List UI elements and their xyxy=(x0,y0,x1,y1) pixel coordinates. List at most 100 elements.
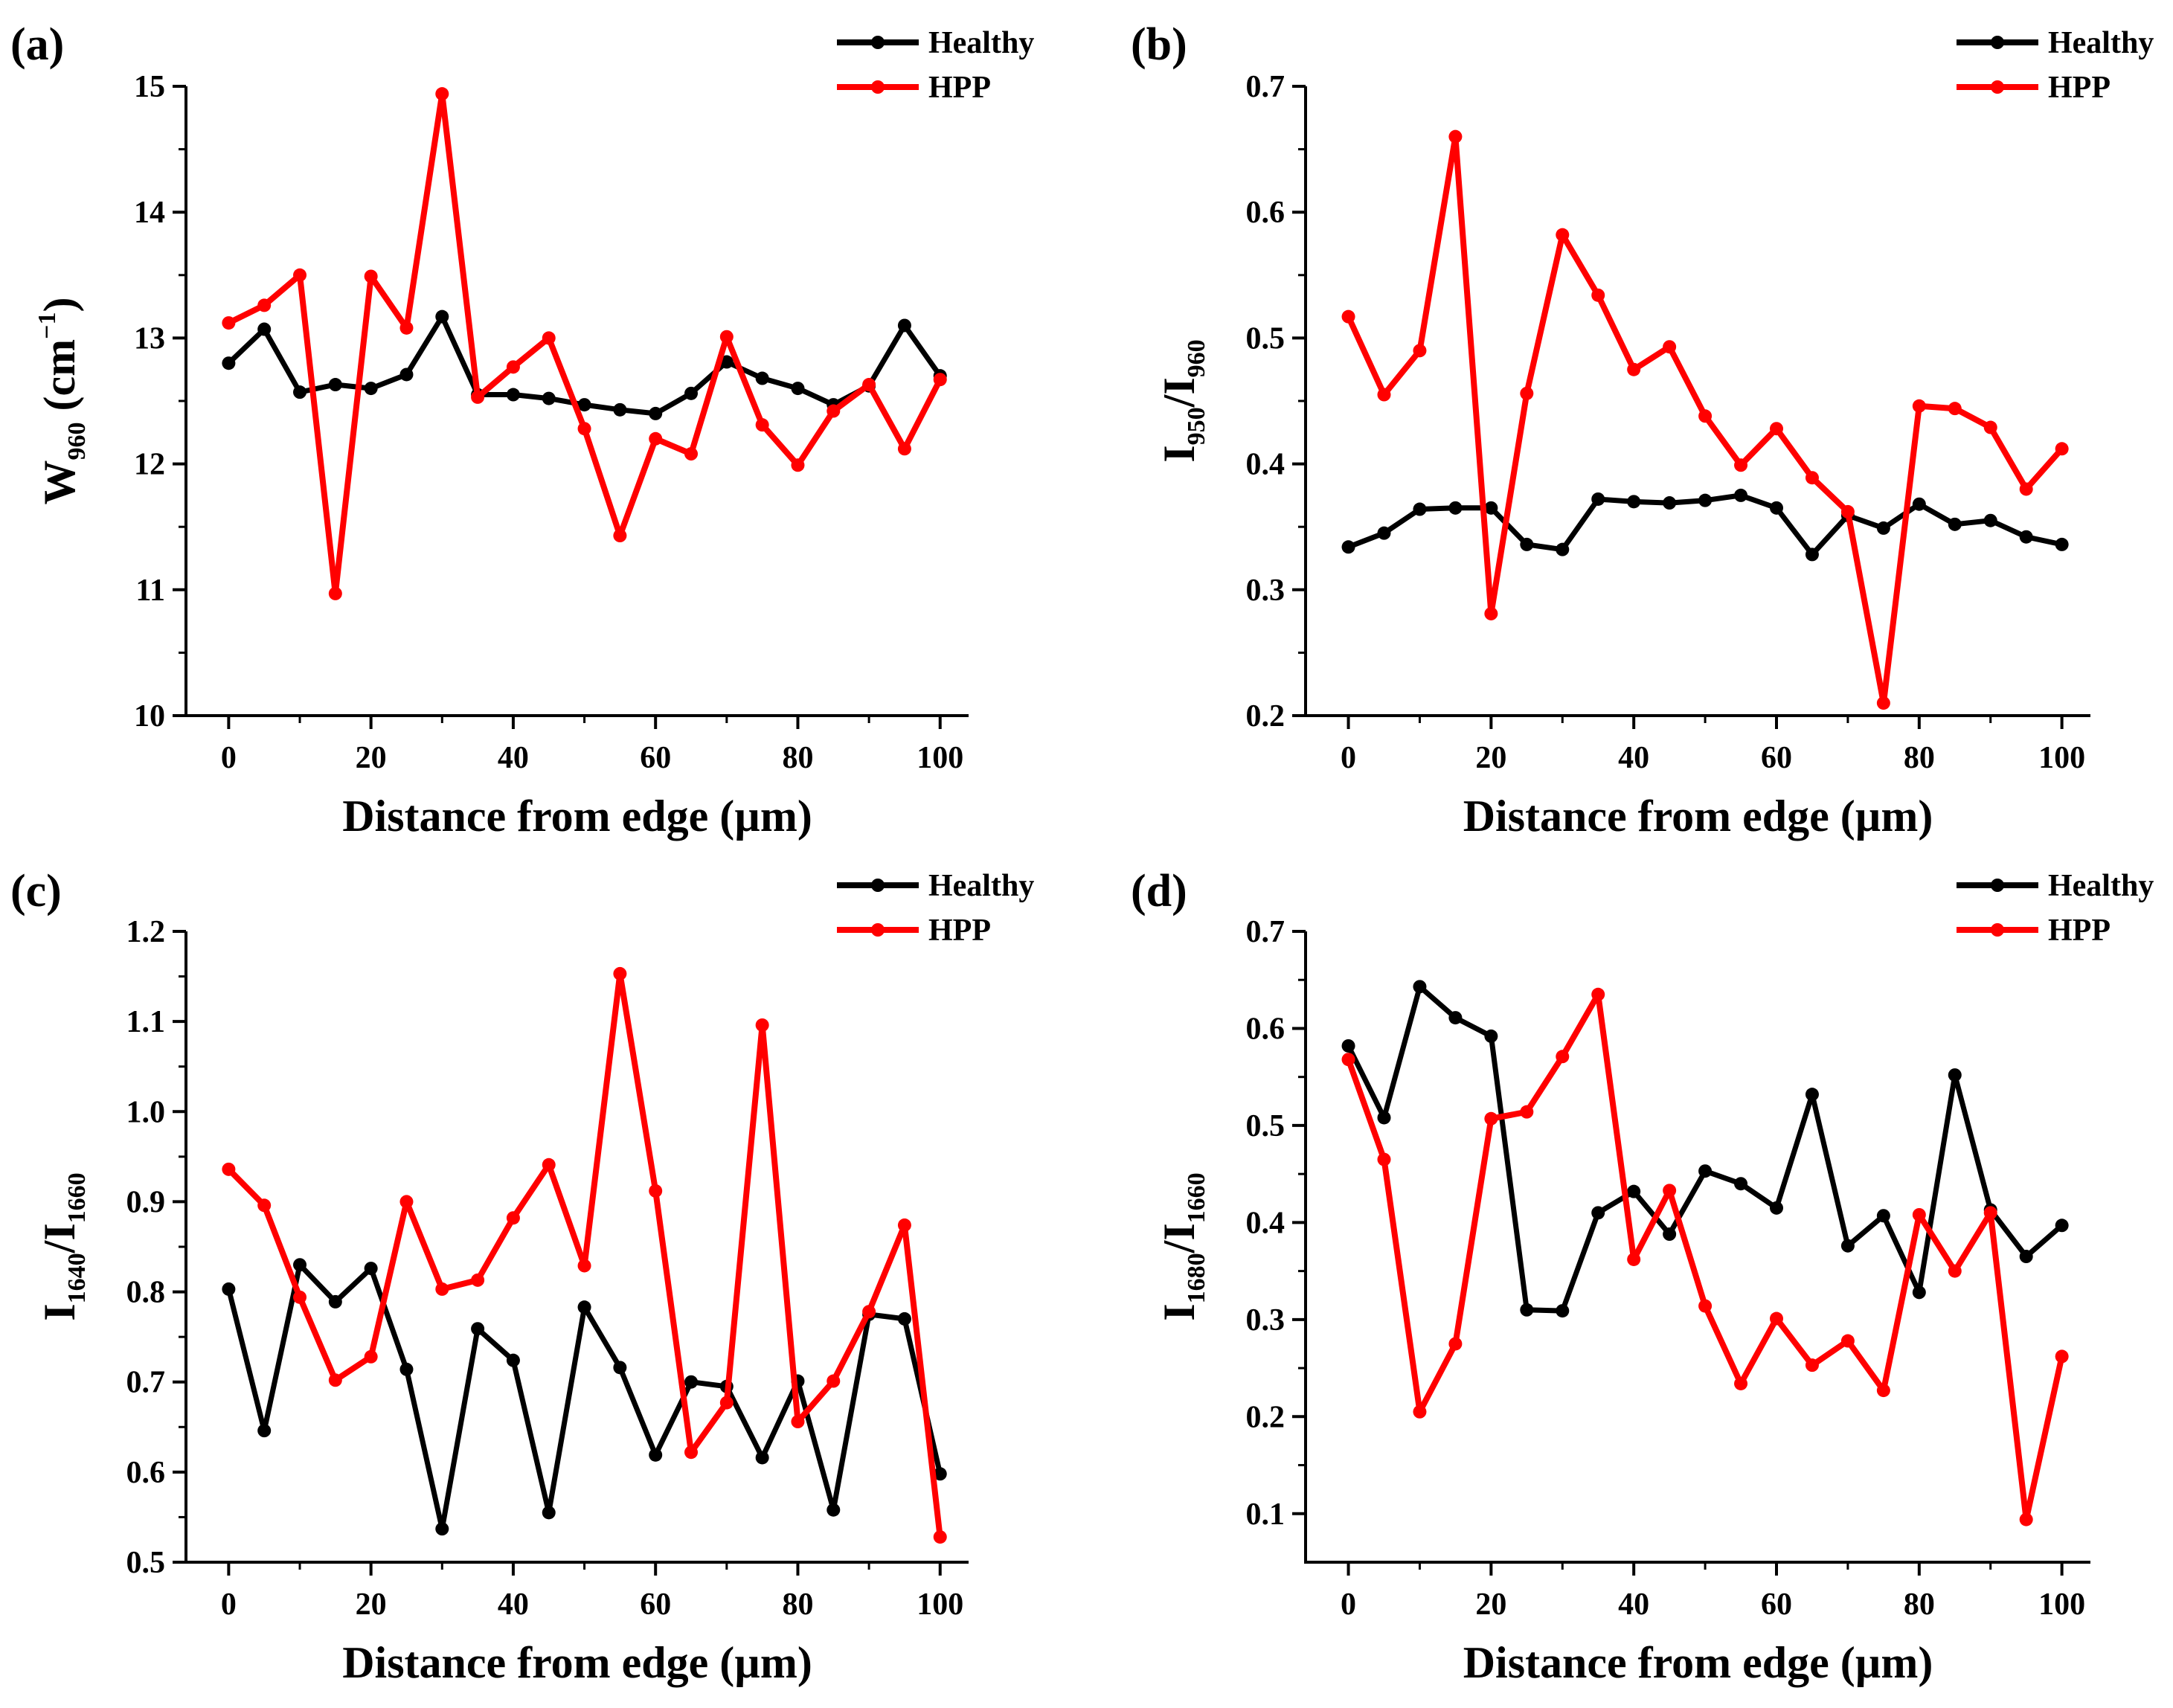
data-point xyxy=(897,1218,911,1232)
data-point xyxy=(1663,1184,1677,1198)
y-tick-label: 0.5 xyxy=(126,1546,166,1580)
data-point xyxy=(1805,1088,1819,1102)
data-point xyxy=(1484,1111,1498,1126)
panel-label: (d) xyxy=(1131,866,1187,916)
panel-d: 0 20 40 60 80 100 0.1 0.2 0.3 0.4 0.5 0.6 0.7 Distanc… xyxy=(1131,866,2154,1687)
series-hpp xyxy=(1341,987,2069,1526)
x-tick-label: 100 xyxy=(917,1587,963,1622)
data-point xyxy=(1876,1209,1890,1223)
data-point xyxy=(577,1259,591,1273)
data-point xyxy=(1805,1358,1819,1372)
y-tick-label: 0.3 xyxy=(1246,574,1285,608)
y-tick-label: 13 xyxy=(134,321,165,356)
data-point xyxy=(399,321,414,335)
data-point xyxy=(1377,526,1391,540)
data-point xyxy=(328,378,342,392)
x-tick-label: 0 xyxy=(1341,741,1356,775)
data-point xyxy=(1948,402,1962,416)
data-point xyxy=(222,316,236,330)
legend-label: HPP xyxy=(928,71,991,105)
series-hpp xyxy=(222,87,947,600)
data-point xyxy=(257,298,272,312)
legend-label: Healthy xyxy=(928,869,1034,903)
data-point xyxy=(2055,537,2069,551)
data-point xyxy=(542,1506,556,1520)
legend-entry-hpp: HPP xyxy=(837,71,991,105)
x-tick-label: 40 xyxy=(1618,741,1649,775)
series-healthy xyxy=(1341,980,2069,1318)
data-point xyxy=(719,1396,734,1410)
panel-label: (c) xyxy=(10,866,62,916)
y-tick-label: 0.3 xyxy=(1246,1303,1285,1338)
series-hpp xyxy=(1341,129,2069,710)
legend-entry-healthy: Healthy xyxy=(1957,26,2154,60)
data-point xyxy=(1770,1201,1783,1215)
data-point xyxy=(684,1445,699,1460)
data-point xyxy=(649,431,663,446)
data-point xyxy=(897,1312,911,1326)
data-point xyxy=(826,1374,841,1388)
x-tick-label: 60 xyxy=(1761,741,1792,775)
data-point xyxy=(1627,495,1641,509)
data-point xyxy=(1413,502,1427,516)
x-tick-label: 20 xyxy=(1475,741,1506,775)
data-point xyxy=(684,386,699,400)
data-point xyxy=(1805,471,1819,485)
data-point xyxy=(1413,344,1427,358)
data-point xyxy=(1876,1384,1890,1398)
data-point xyxy=(755,1018,769,1032)
legend-label: HPP xyxy=(2048,71,2111,105)
data-point xyxy=(542,331,556,345)
data-point xyxy=(755,371,769,385)
series-healthy xyxy=(222,1258,947,1536)
data-point xyxy=(364,1262,378,1276)
data-point xyxy=(684,1375,699,1389)
data-point xyxy=(1840,1239,1855,1253)
legend-marker xyxy=(1991,923,2004,937)
data-point xyxy=(1556,542,1570,556)
y-tick-label: 0.8 xyxy=(126,1276,166,1310)
data-point xyxy=(1912,497,1926,511)
y-tick-label: 0.7 xyxy=(1246,70,1285,104)
data-point xyxy=(1698,409,1713,423)
data-point xyxy=(435,1522,449,1536)
legend-entry-hpp: HPP xyxy=(1957,914,2111,948)
data-point xyxy=(826,1503,841,1517)
data-point xyxy=(613,1361,627,1375)
x-axis-title: Distance from edge (µm) xyxy=(342,792,812,841)
data-point xyxy=(222,1162,236,1176)
y-tick-label: 0.7 xyxy=(126,1366,166,1400)
series-line xyxy=(1346,983,2064,1314)
panel-label: (b) xyxy=(1131,19,1187,70)
x-tick-label: 0 xyxy=(221,1587,237,1622)
legend-marker xyxy=(871,36,885,49)
data-point xyxy=(1663,1227,1677,1242)
data-point xyxy=(1840,1334,1855,1348)
panel-a: 0 20 40 60 80 100 10 11 12 13 14 15 Distance from ed… xyxy=(10,19,1034,841)
data-point xyxy=(1770,501,1783,515)
data-point xyxy=(1698,1299,1713,1313)
legend-label: Healthy xyxy=(928,26,1034,60)
data-point xyxy=(1377,388,1391,402)
data-point xyxy=(399,1195,414,1209)
data-point xyxy=(364,1349,378,1364)
data-point xyxy=(1770,422,1783,436)
data-point xyxy=(1520,386,1534,400)
data-point xyxy=(1734,488,1748,502)
data-point xyxy=(1591,288,1605,302)
data-point xyxy=(435,1282,449,1296)
x-tick-label: 20 xyxy=(356,1587,387,1622)
data-point xyxy=(1627,362,1641,376)
x-tick-label: 60 xyxy=(1761,1587,1792,1622)
data-point xyxy=(1912,1207,1926,1221)
data-point xyxy=(649,1184,663,1198)
data-point xyxy=(1983,1206,1997,1220)
data-point xyxy=(1448,1337,1463,1351)
data-point xyxy=(1627,1184,1641,1198)
x-tick-label: 100 xyxy=(917,741,963,775)
x-tick-label: 40 xyxy=(498,1587,529,1622)
data-point xyxy=(1876,696,1890,710)
data-point xyxy=(897,442,911,456)
data-point xyxy=(2055,442,2069,456)
data-point xyxy=(1627,1252,1641,1266)
